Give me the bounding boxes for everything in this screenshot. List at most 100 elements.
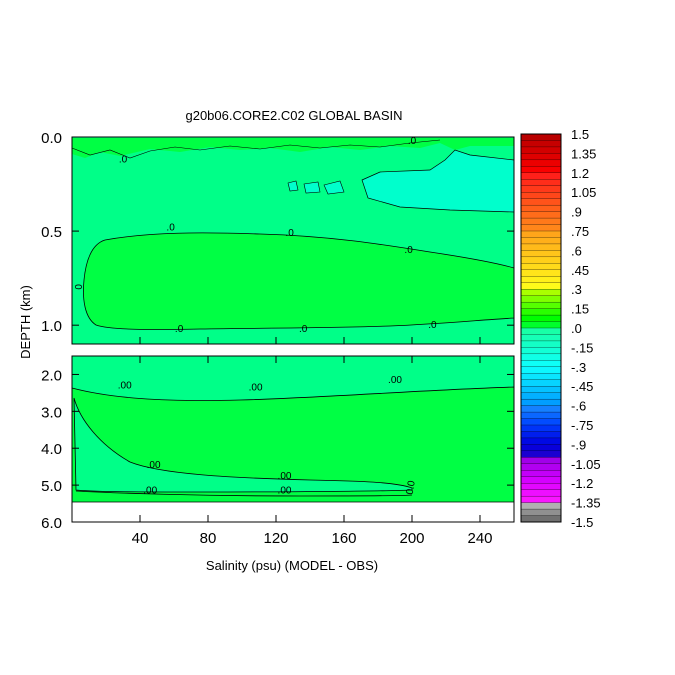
colorbar-swatch [520, 172, 562, 180]
contour-label: .0 [119, 155, 128, 166]
colorbar-swatch [520, 340, 562, 348]
top-negative-patch [361, 149, 515, 213]
colorbar-swatch [520, 250, 562, 258]
colorbar-swatch [520, 243, 562, 251]
colorbar-label: -1.2 [571, 476, 593, 491]
colorbar-swatch [520, 133, 562, 141]
colorbar-swatch [520, 140, 562, 148]
colorbar-swatch [520, 237, 562, 245]
colorbar-swatch [520, 217, 562, 225]
x-tick-label: 200 [399, 530, 424, 547]
colorbar-swatch [520, 146, 562, 154]
colorbar-label: -.15 [571, 340, 593, 355]
x-tick-label: 240 [467, 530, 492, 547]
colorbar-swatch [520, 489, 562, 497]
contour-label: .0 [408, 136, 417, 147]
colorbar-swatch [520, 314, 562, 322]
colorbar-label: 1.2 [571, 166, 589, 181]
x-tick-label: 40 [132, 530, 149, 547]
colorbar-swatch [520, 198, 562, 206]
colorbar-swatch [520, 308, 562, 316]
colorbar-swatch [520, 204, 562, 213]
top-positive-core [83, 232, 515, 330]
y-tick-label: 3.0 [41, 404, 62, 421]
top-panel-frame [71, 136, 515, 345]
x-tick-label: 120 [263, 530, 288, 547]
colorbar-swatch [520, 159, 562, 167]
y-axis-title: DEPTH (km) [18, 285, 33, 359]
colorbar-swatch [520, 411, 562, 419]
colorbar-swatch [520, 431, 562, 439]
colorbar-swatch [520, 360, 562, 368]
colorbar-swatch [520, 386, 562, 394]
colorbar-swatch [520, 192, 562, 200]
colorbar-label: -.75 [571, 418, 593, 433]
colorbar-label: -1.5 [571, 515, 593, 530]
colorbar-swatch [520, 353, 562, 361]
bottom-panel-frame [71, 355, 515, 523]
contour-label: .00 [249, 382, 263, 393]
colorbar-label: .3 [571, 282, 582, 297]
colorbar-label: -.9 [571, 437, 586, 452]
top-small-negative-spots [287, 180, 345, 195]
colorbar-swatch [520, 398, 562, 407]
colorbar-swatch [520, 276, 562, 284]
contour-label: .0 [285, 228, 294, 239]
colorbar-swatch [520, 327, 562, 335]
colorbar-label: 1.05 [571, 185, 596, 200]
contour-label: .0 [404, 245, 413, 256]
contour-label: .00 [278, 486, 292, 497]
colorbar-swatch [520, 515, 562, 523]
contour-label: .0 [166, 222, 175, 233]
colorbar-swatch [520, 256, 562, 264]
colorbar-label: .9 [571, 205, 582, 220]
colorbar-swatch [520, 502, 562, 510]
colorbar-swatch [520, 153, 562, 161]
colorbar-label: .0 [571, 321, 582, 336]
colorbar-swatch [520, 347, 562, 355]
contour-label: .00 [278, 471, 292, 482]
colorbar-swatch [520, 230, 562, 238]
colorbar-label: -.45 [571, 379, 593, 394]
colorbar-swatch [520, 269, 562, 277]
colorbar-swatch [520, 211, 562, 219]
x-tick-label: 80 [200, 530, 217, 547]
colorbar-swatch [520, 321, 562, 329]
x-tick-label: 160 [331, 530, 356, 547]
colorbar-swatch [520, 508, 562, 516]
contour-label: .0 [428, 320, 437, 331]
contour-labels: .0.0.0.00.0.0.0.0.00.00.00.00.00.00.00 0.… [74, 136, 437, 497]
colorbar-swatch [520, 405, 562, 413]
chart-title: g20b06.CORE2.C02 GLOBAL BASIN [185, 108, 402, 123]
contour-label: .00 [118, 381, 132, 392]
y-tick-label: 4.0 [41, 441, 62, 458]
y-tick-label: 0.5 [41, 224, 62, 241]
contour-label: 0.0 [405, 479, 418, 495]
contour-label: .00 [147, 460, 161, 471]
colorbar-swatch [520, 334, 562, 342]
colorbar-swatch [520, 450, 562, 458]
contour-label: .00 [388, 375, 402, 386]
colorbar-swatch [520, 282, 562, 290]
contour-label: .0 [175, 324, 184, 335]
colorbar-label: .6 [571, 243, 582, 258]
colorbar-swatch [520, 463, 562, 471]
x-axis-title: Salinity (psu) (MODEL - OBS) [206, 558, 378, 573]
colorbar-label: 1.5 [571, 127, 589, 142]
y-tick-label: 6.0 [41, 515, 62, 532]
colorbar-label: -1.05 [571, 457, 601, 472]
contour-label: 0 [74, 284, 85, 290]
top-panel [71, 136, 515, 345]
colorbar-swatch [520, 392, 562, 400]
y-tick-label: 2.0 [41, 367, 62, 384]
colorbar-swatch [520, 495, 562, 504]
y-tick-label: 5.0 [41, 478, 62, 495]
colorbar-swatch [520, 166, 562, 174]
colorbar-label: .75 [571, 224, 589, 239]
top-surface-contour [71, 139, 441, 159]
colorbar-swatch [520, 457, 562, 465]
bottom-panel [71, 355, 515, 523]
colorbar-swatch [520, 301, 562, 310]
